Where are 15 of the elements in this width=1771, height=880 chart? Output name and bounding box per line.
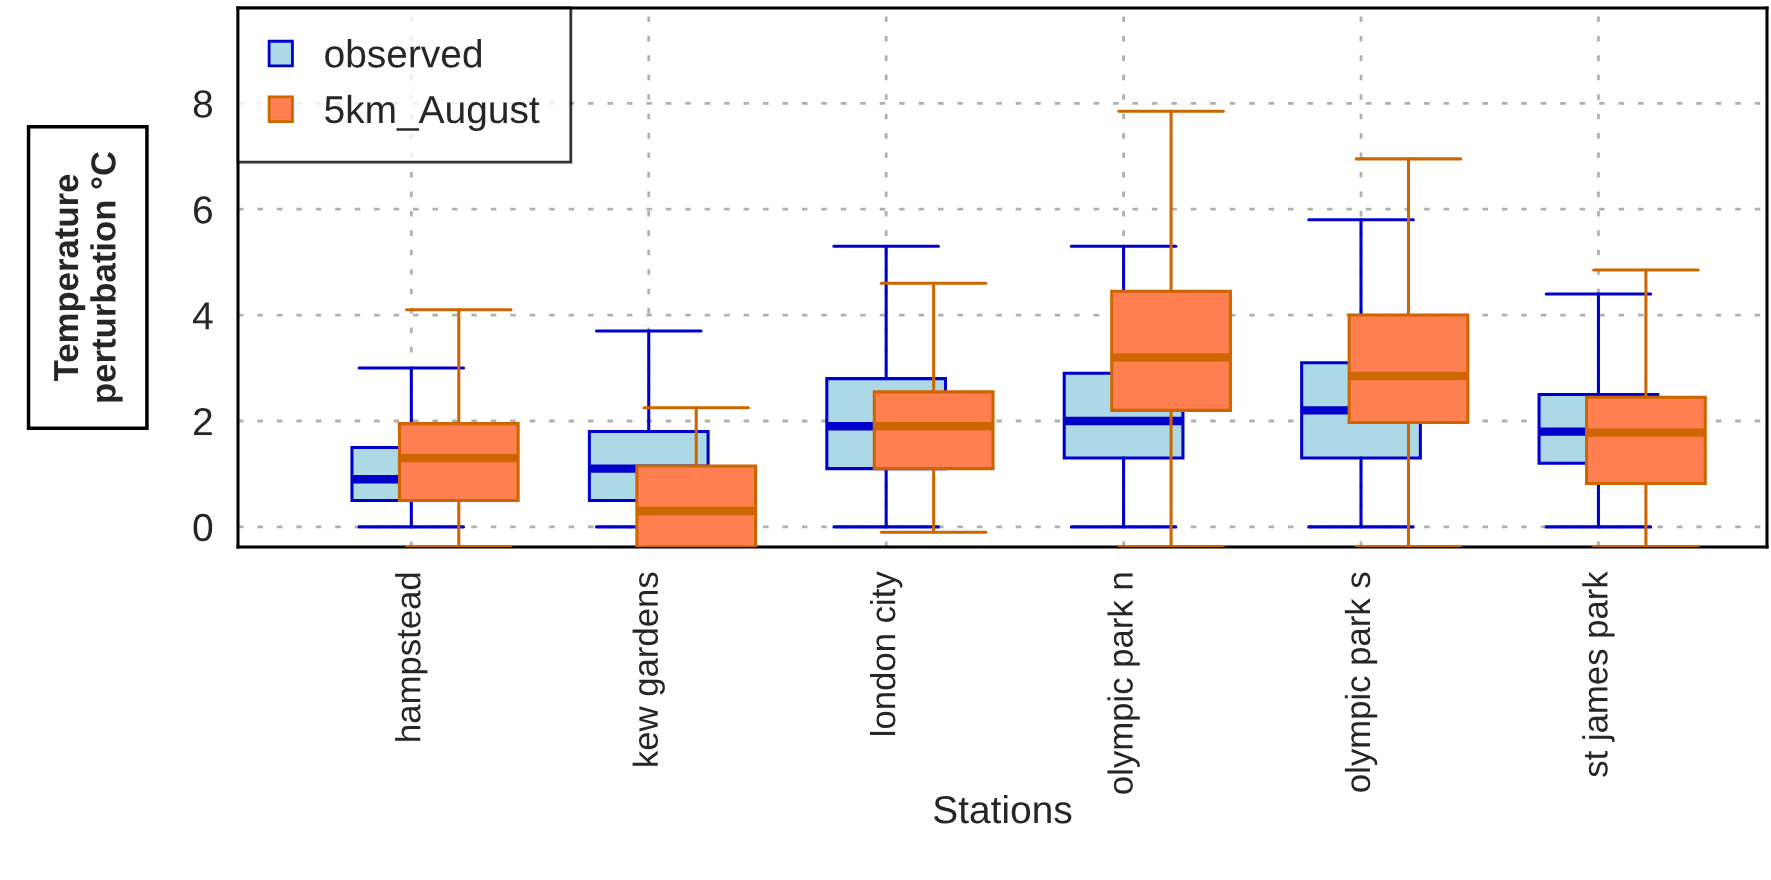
x-tick-label: hampstead [395, 573, 428, 741]
x-tick-label: london city [869, 571, 903, 735]
y-tick-label: 6 [194, 196, 212, 224]
y-tick-label: 0 [193, 513, 213, 542]
y-tick-label: 2 [194, 407, 212, 436]
x-tick-label: olympic park s [1344, 572, 1378, 792]
y-axis-title: Temperature perturbation °C [54, 151, 123, 402]
x-tick-label: olympic park n [1107, 573, 1140, 794]
legend-label: observed [325, 39, 482, 68]
x-tick-label: kew gardens [632, 572, 665, 766]
legend-label: 5km_August [325, 94, 540, 132]
y-tick-label: 8 [193, 90, 213, 118]
x-axis-title: Stations [934, 794, 1072, 824]
y-tick-label: 4 [192, 302, 213, 330]
x-tick-label: st james park [1582, 571, 1615, 777]
